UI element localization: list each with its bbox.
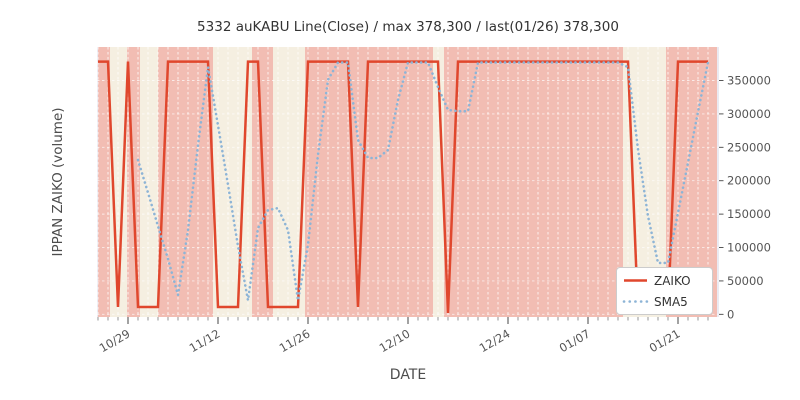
data-series — [98, 60, 710, 315]
zaiko-line — [98, 60, 708, 315]
band-cream — [213, 47, 252, 317]
y-tick-label: 50000 — [727, 274, 764, 288]
band-cream — [140, 47, 158, 317]
x-axis-label: DATE — [390, 367, 426, 383]
y-tick-label: 350000 — [727, 74, 771, 88]
band-salmon — [98, 47, 110, 317]
y-tick-label: 200000 — [727, 174, 771, 188]
chart-title: 5332 auKABU Line(Close) / max 378,300 / … — [197, 19, 619, 35]
band-salmon — [444, 47, 623, 317]
legend-zaiko-label: ZAIKO — [654, 274, 691, 288]
y-tick-label: 0 — [727, 307, 734, 321]
band-cream — [433, 47, 444, 317]
y-tick-label: 100000 — [727, 241, 771, 255]
legend: ZAIKO SMA5 — [616, 267, 713, 315]
y-tick-label: 300000 — [727, 107, 771, 121]
axis-ticks — [97, 80, 724, 324]
legend-sma5-label: SMA5 — [654, 295, 688, 309]
y-tick-label: 150000 — [727, 207, 771, 221]
y-tick-label: 250000 — [727, 140, 771, 154]
band-cream — [110, 47, 127, 317]
sma5-line — [136, 61, 710, 301]
band-salmon — [305, 47, 433, 317]
y-axis-label: IPPAN ZAIKO (volume) — [50, 107, 66, 256]
